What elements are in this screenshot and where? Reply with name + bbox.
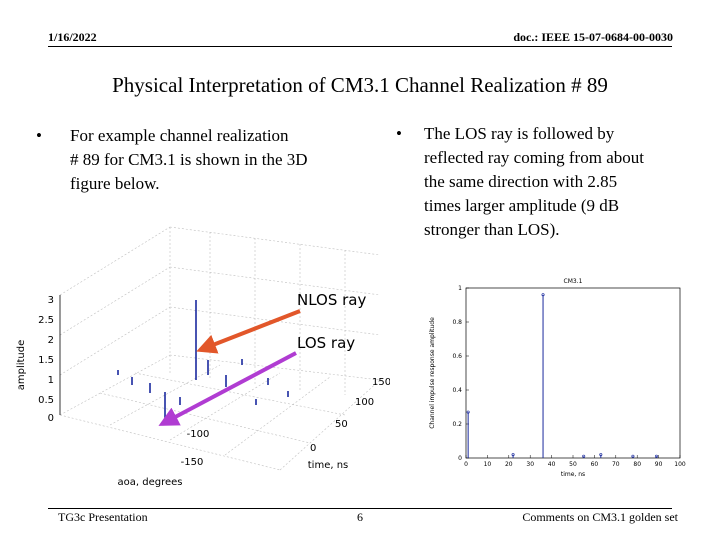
figure-3d-y-tick: 100 — [355, 397, 374, 408]
figure-3d-z-tick: 2 — [48, 335, 54, 346]
bullet-right-line-5: stronger than LOS). — [424, 220, 560, 239]
bullet-right-line-2: reflected ray coming from about — [424, 148, 644, 167]
y-tick-label: 0.6 — [452, 353, 462, 360]
impulse-marker — [631, 454, 635, 458]
bullet-right: • The LOS ray is followed by reflected r… — [396, 122, 696, 252]
figure-3d-y-tick: 0 — [310, 443, 316, 454]
y-tick-label: 0 — [458, 455, 462, 462]
figure-2d-panel: CM3.1 Channel impulse response amplitude… — [426, 270, 686, 480]
impulse-marker — [541, 293, 545, 297]
figure-3d-z-tick: 0.5 — [38, 395, 54, 406]
slide-title: Physical Interpretation of CM3.1 Channel… — [112, 73, 608, 97]
nlos-ray-label: NLOS ray — [297, 291, 367, 309]
x-tick-label: 100 — [674, 461, 686, 468]
figure-3d-z-label: amplitude — [16, 340, 27, 391]
x-tick-label: 10 — [484, 461, 492, 468]
impulse-marker — [654, 454, 658, 458]
los-ray-label: LOS ray — [297, 334, 356, 352]
figure-2d-chart: CM3.1 Channel impulse response amplitude… — [429, 278, 686, 478]
x-tick-label: 20 — [505, 461, 513, 468]
x-tick-label: 70 — [612, 461, 620, 468]
figure-3d-z-tick: 2.5 — [38, 315, 54, 326]
x-tick-label: 50 — [569, 461, 577, 468]
x-tick-label: 40 — [548, 461, 556, 468]
impulse-marker — [599, 453, 603, 457]
footer-rule — [48, 508, 672, 509]
footer-right: Comments on CM3.1 golden set — [522, 510, 678, 524]
y-tick-label: 0.8 — [452, 319, 462, 326]
figure-3d-y-tick: 150 — [372, 377, 390, 388]
x-tick-label: 80 — [633, 461, 641, 468]
figure-3d-x-tick: -150 — [181, 457, 204, 468]
x-axis-label: time, ns — [561, 471, 585, 478]
bullet-left: • For example channel realization # 89 f… — [36, 124, 376, 204]
footer-page-number: 6 — [357, 510, 363, 524]
bullet-right-line-1: The LOS ray is followed by — [424, 124, 615, 143]
x-tick-label: 90 — [655, 461, 663, 468]
impulse-marker — [511, 453, 515, 457]
bullet-dot: • — [36, 126, 42, 145]
figure-3d-x-label: aoa, degrees — [118, 477, 183, 488]
bullet-left-line-3: figure below. — [70, 174, 160, 193]
figure-3d-y-tick: 50 — [335, 419, 348, 430]
bullet-left-line-2: # 89 for CM3.1 is shown in the 3D — [70, 150, 308, 169]
chart-title: CM3.1 — [564, 278, 583, 285]
x-tick-label: 60 — [591, 461, 599, 468]
y-tick-label: 0.4 — [452, 387, 462, 394]
plot-area — [465, 287, 681, 459]
footer-left: TG3c Presentation — [58, 510, 148, 524]
x-tick-label: 0 — [464, 461, 468, 468]
impulse-marker — [582, 454, 586, 458]
y-axis-label: Channel impulse response amplitude — [429, 317, 436, 429]
header-rule — [48, 46, 672, 47]
figure-3d-x-tick: -100 — [187, 429, 210, 440]
bullet-left-line-1: For example channel realization — [70, 126, 289, 145]
y-tick-label: 1 — [458, 285, 462, 292]
bullet-right-line-3: the same direction with 2.85 — [424, 172, 618, 191]
figure-3d-stems — [117, 300, 289, 423]
bullet-dot: • — [396, 124, 402, 143]
figure-3d-z-tick: 0 — [48, 413, 54, 424]
figure-3d-z-tick: 1 — [48, 375, 54, 386]
bullet-right-line-4: times larger amplitude (9 dB — [424, 196, 620, 215]
header-doc-id: doc.: IEEE 15-07-0684-00-0030 — [513, 30, 673, 44]
figure-3d-y-label: time, ns — [308, 460, 349, 471]
header-date: 1/16/2022 — [48, 30, 97, 44]
figure-3d-z-tick: 3 — [48, 295, 54, 306]
y-tick-label: 0.2 — [452, 421, 462, 428]
figure-3d-z-tick: 1.5 — [38, 355, 54, 366]
impulse-marker — [466, 410, 470, 414]
figure-3d-plot: 3 2.5 2 1.5 1 0.5 0 amplitude -150 -100 … — [16, 226, 390, 488]
x-tick-label: 30 — [526, 461, 534, 468]
